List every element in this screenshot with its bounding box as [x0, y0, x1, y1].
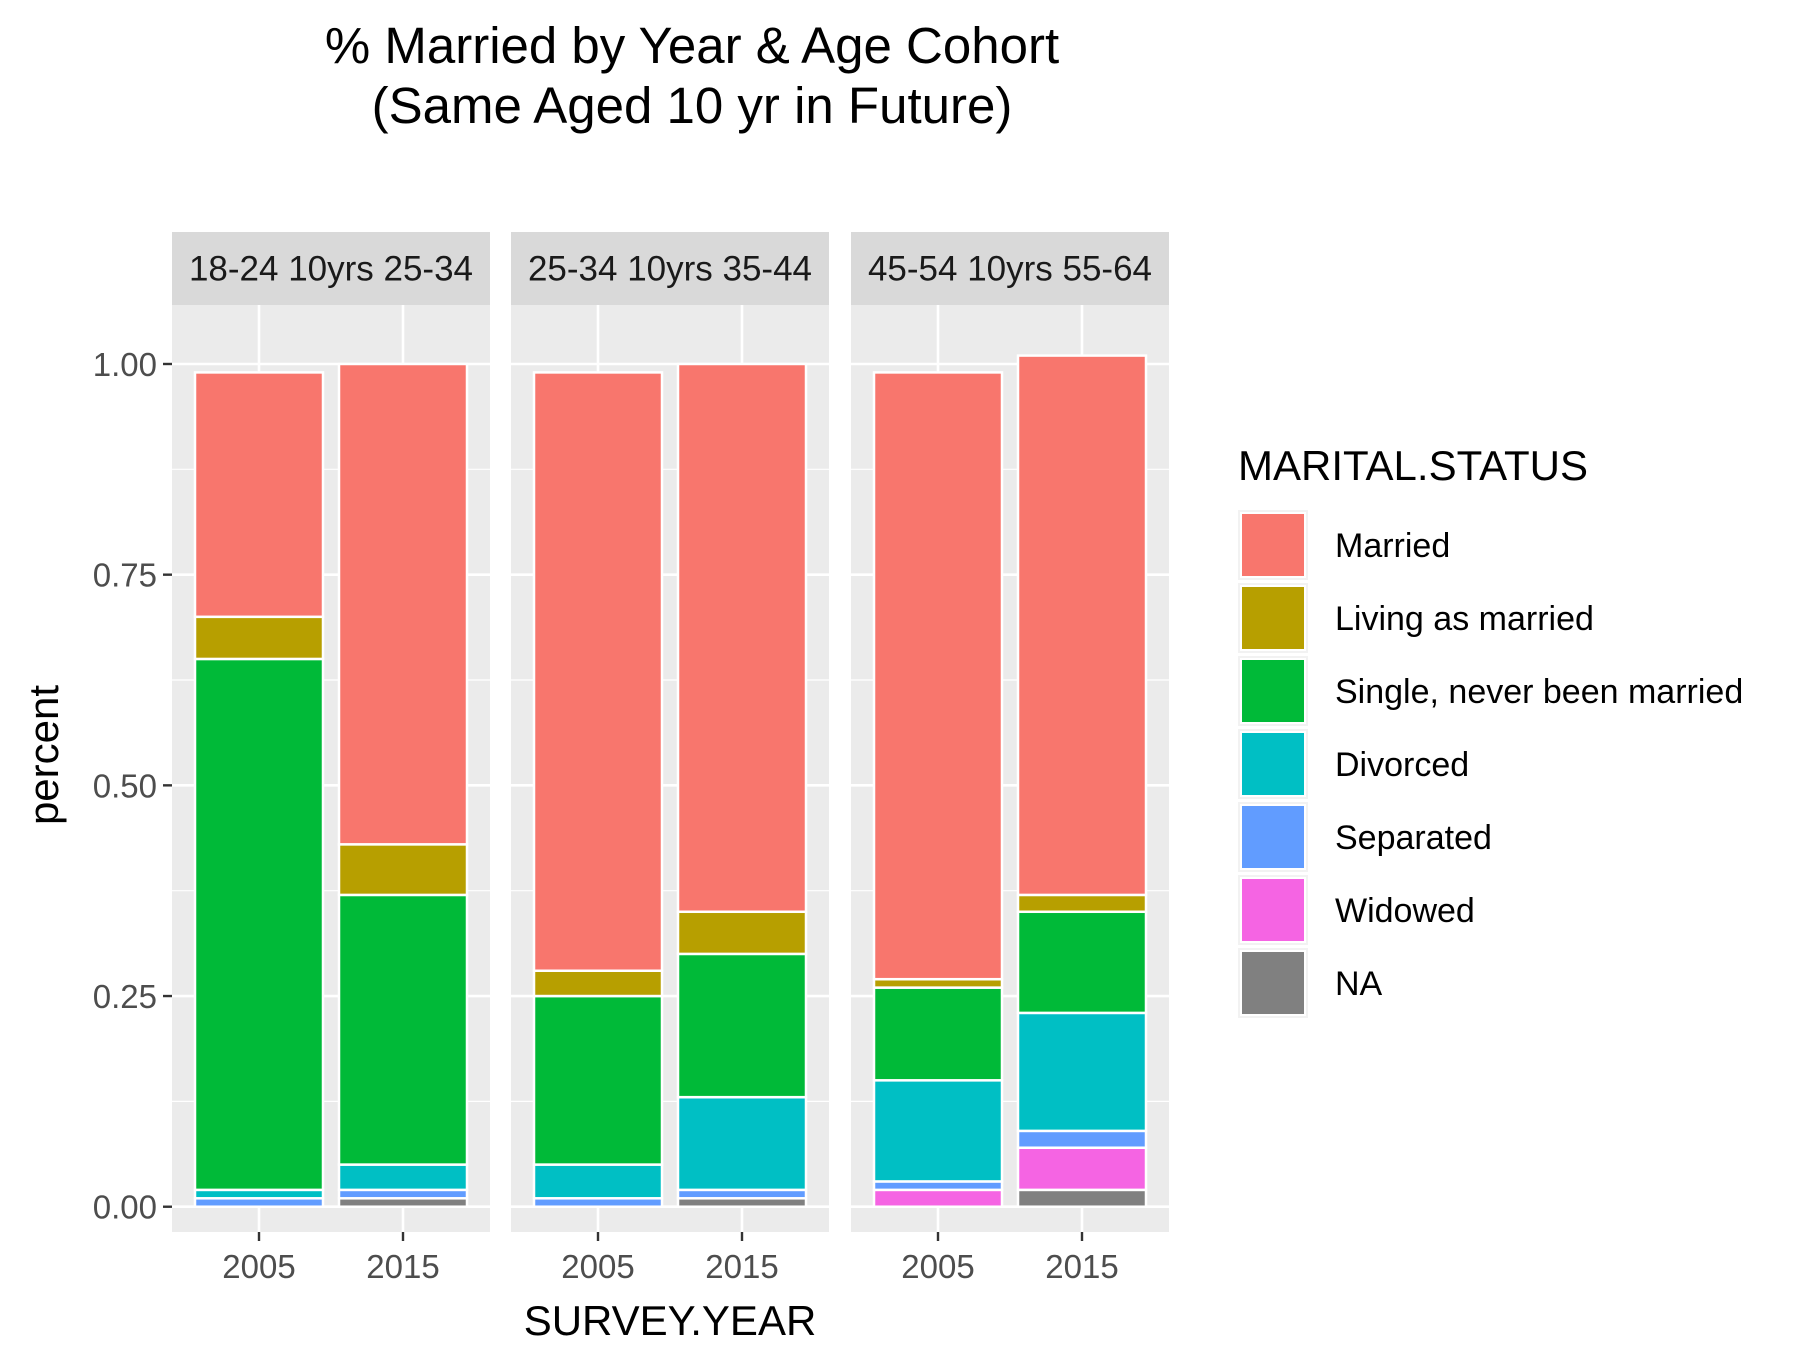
bar-segment	[1016, 1011, 1148, 1133]
bar-segment	[872, 1079, 1004, 1183]
x-tick-label: 2015	[1045, 1248, 1118, 1285]
bar-segment	[193, 1197, 325, 1208]
chart-subtitle: (Same Aged 10 yr in Future)	[372, 77, 1013, 134]
bar-segment	[676, 1095, 808, 1192]
y-tick-label: 0.75	[93, 557, 157, 594]
y-axis-title: percent	[20, 685, 67, 825]
stacked-bar	[872, 371, 1004, 1208]
facet-strip-label: 25-34 10yrs 35-44	[528, 250, 812, 289]
bar-segment	[1016, 354, 1148, 897]
stacked-bar	[193, 371, 325, 1208]
legend-label: Married	[1335, 527, 1450, 565]
bar-segment	[193, 1188, 325, 1200]
chart-title: % Married by Year & Age Cohort	[325, 17, 1059, 74]
legend-title: MARITAL.STATUS	[1238, 442, 1588, 489]
bar-segment	[193, 615, 325, 661]
legend-key-swatch	[1240, 804, 1306, 870]
facet-strip-label: 18-24 10yrs 25-34	[189, 250, 473, 289]
legend-label: Living as married	[1335, 600, 1594, 638]
y-tick-label: 0.50	[93, 767, 157, 804]
facet-panel: 45-54 10yrs 55-64 2005 2015	[851, 232, 1169, 1285]
x-tick-label: 2005	[222, 1248, 295, 1285]
x-tick-label: 2015	[366, 1248, 439, 1285]
legend-key-swatch	[1240, 877, 1306, 943]
x-axis-title: SURVEY.YEAR	[524, 1297, 817, 1344]
legend-key-swatch	[1240, 658, 1306, 724]
bar-segment	[337, 1163, 469, 1192]
bar-segment	[532, 1163, 664, 1200]
bar-segment	[1016, 893, 1148, 914]
bar-segment	[337, 893, 469, 1166]
bar-segment	[872, 1180, 1004, 1192]
legend-key-swatch	[1240, 585, 1306, 651]
bar-segment	[337, 362, 469, 846]
legend-label: Separated	[1335, 819, 1492, 857]
x-tick-label: 2005	[561, 1248, 634, 1285]
bar-segment	[872, 1188, 1004, 1208]
bar-segment	[193, 371, 325, 619]
bar-segment	[532, 1197, 664, 1208]
facet-panel: 18-24 10yrs 25-34 2005 2015	[172, 232, 490, 1285]
legend-item: Divorced	[1238, 729, 1469, 799]
legend-key-swatch	[1240, 731, 1306, 797]
legend-item: Married	[1238, 510, 1450, 580]
facet-panel: 25-34 10yrs 35-44 2005 2015	[511, 232, 829, 1285]
bar-segment	[676, 1188, 808, 1200]
x-tick-label: 2015	[705, 1248, 778, 1285]
y-tick-label: 0.25	[93, 978, 157, 1015]
y-axis: 0.00 0.25 0.50 0.75 1.00	[93, 346, 172, 1226]
bar-segment	[676, 362, 808, 914]
stacked-bar	[1016, 354, 1148, 1208]
legend: MARITAL.STATUS Married Living as married S…	[1238, 442, 1743, 1018]
bar-segment	[676, 1197, 808, 1208]
stacked-bar	[676, 362, 808, 1208]
bar-segment	[337, 1197, 469, 1208]
bar-segment	[676, 910, 808, 956]
y-tick-label: 0.00	[93, 1189, 157, 1226]
bar-segment	[193, 657, 325, 1192]
bar-segment	[532, 994, 664, 1166]
facet-strip-label: 45-54 10yrs 55-64	[868, 250, 1152, 289]
bar-segment	[1016, 1146, 1148, 1192]
bar-segment	[872, 977, 1004, 989]
bar-segment	[676, 952, 808, 1099]
facet-strip	[172, 232, 490, 305]
legend-label: Widowed	[1335, 892, 1475, 930]
bar-segment	[872, 371, 1004, 981]
legend-item: Single, never been married	[1238, 656, 1743, 726]
legend-label: Divorced	[1335, 746, 1469, 784]
facet-strip	[851, 232, 1169, 305]
stacked-bar	[532, 371, 664, 1208]
stacked-bar	[337, 362, 469, 1208]
facet-strip	[511, 232, 829, 305]
legend-item: Living as married	[1238, 583, 1594, 653]
bar-segment	[337, 843, 469, 897]
bar-segment	[1016, 1129, 1148, 1149]
bar-segment	[532, 969, 664, 998]
x-tick-label: 2005	[901, 1248, 974, 1285]
legend-label: NA	[1335, 965, 1383, 1003]
bar-segment	[1016, 910, 1148, 1015]
legend-item: Widowed	[1238, 875, 1475, 945]
y-tick-label: 1.00	[93, 346, 157, 383]
legend-key-swatch	[1240, 950, 1306, 1016]
bar-segment	[532, 371, 664, 973]
bar-segment	[1016, 1188, 1148, 1208]
legend-item: Separated	[1238, 802, 1492, 872]
bar-segment	[337, 1188, 469, 1200]
legend-key-swatch	[1240, 512, 1306, 578]
legend-label: Single, never been married	[1335, 673, 1743, 711]
legend-item: NA	[1238, 948, 1383, 1018]
bar-segment	[872, 986, 1004, 1082]
